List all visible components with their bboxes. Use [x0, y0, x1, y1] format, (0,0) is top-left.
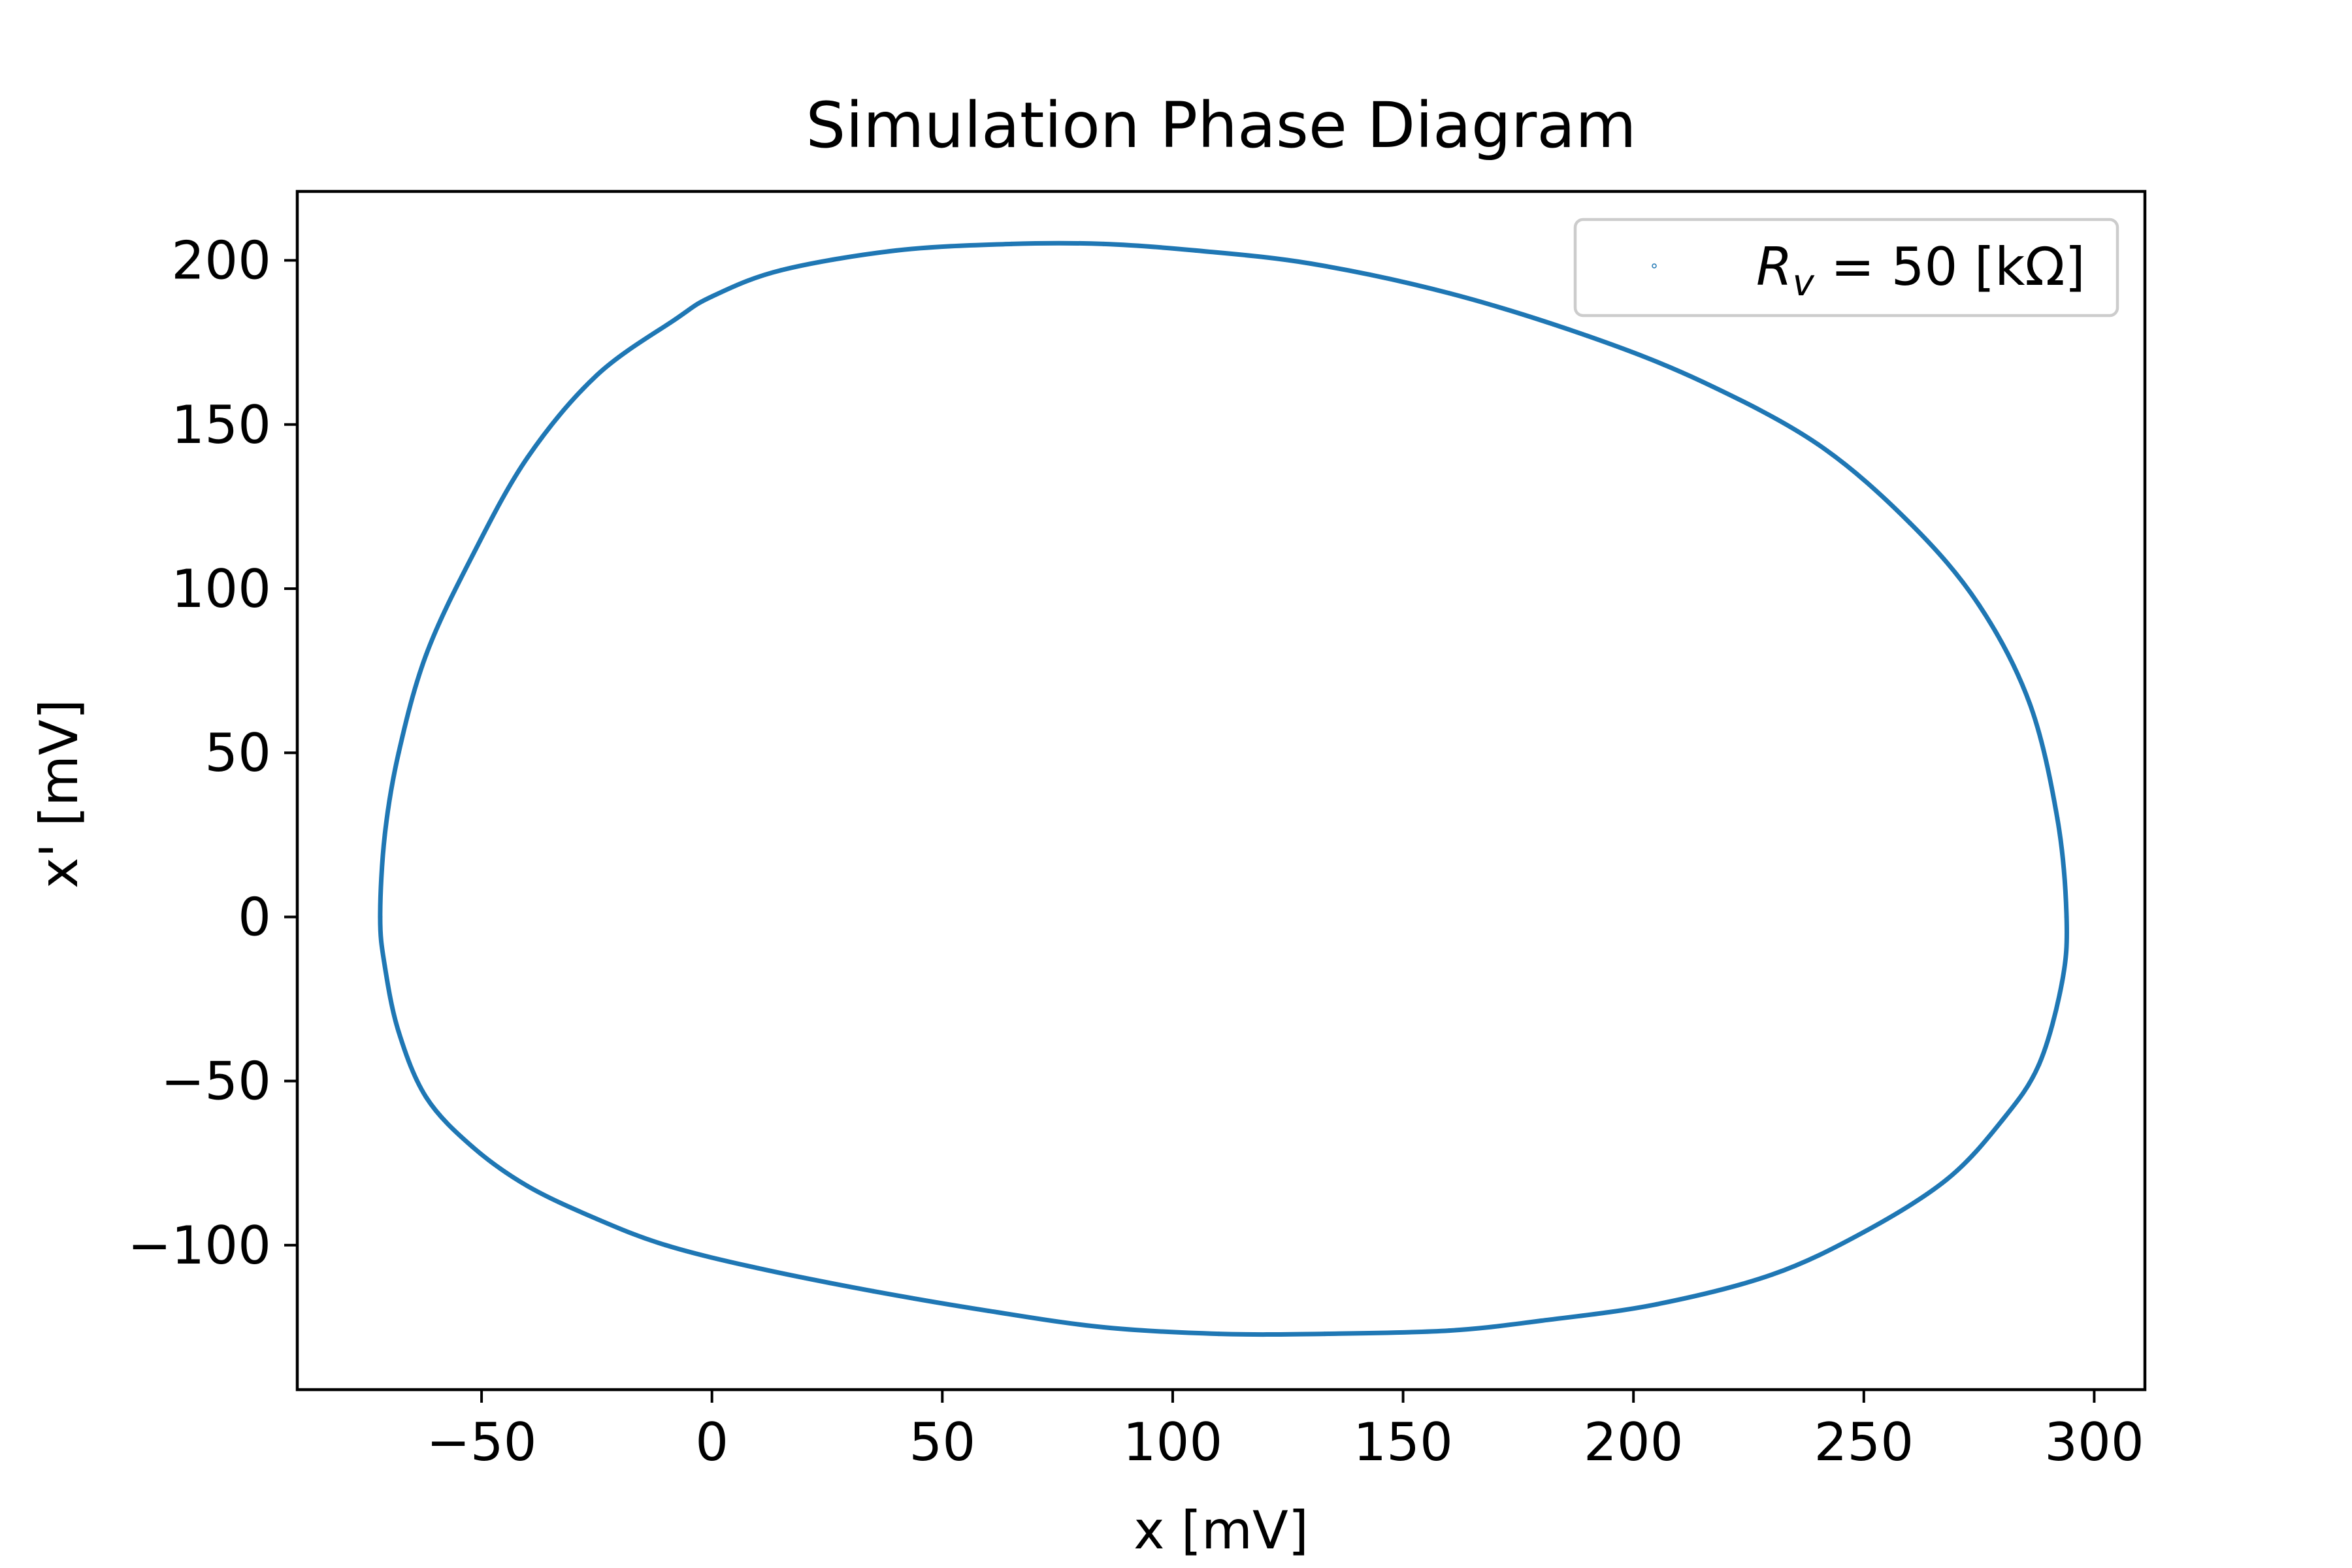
data-point [2055, 816, 2060, 821]
data-point [1217, 1331, 1221, 1337]
data-point [1101, 1325, 1106, 1330]
x-axis-label: x [mV] [1134, 1500, 1309, 1561]
legend-label: Rv = 50 [kΩ] [1756, 237, 2085, 304]
y-axis-label: x' [mV] [29, 699, 90, 889]
data-point [1322, 1331, 1328, 1337]
y-tick-label: 200 [171, 231, 271, 291]
x-axis-ticks: −50 0 50 100 150 200 250 300 [427, 1390, 2144, 1473]
data-point [986, 1308, 991, 1313]
data-point [894, 248, 899, 253]
data-point [1446, 1328, 1452, 1333]
x-tick-label: −50 [427, 1412, 537, 1473]
x-tick-label: 150 [1353, 1412, 1453, 1473]
data-point [525, 1184, 531, 1188]
data-point [1861, 1230, 1867, 1235]
chart-title: Simulation Phase Diagram [806, 89, 1636, 162]
phase-trajectory-series [378, 240, 2069, 1337]
x-tick-label: 250 [1814, 1412, 1914, 1473]
data-point [1815, 442, 1820, 447]
legend-label-symbol: R [1756, 237, 1793, 297]
legend-marker [1652, 263, 1657, 269]
data-point [1907, 521, 1912, 525]
data-point [1539, 1318, 1544, 1323]
y-tick-label: 150 [171, 395, 271, 455]
data-point [1944, 1177, 1950, 1182]
data-point [1009, 241, 1014, 246]
legend-label-subscript: v [1793, 262, 1815, 304]
x-tick-label: 100 [1123, 1412, 1223, 1473]
y-axis-ticks: −100 −50 0 50 100 150 200 [127, 231, 297, 1276]
data-point [470, 553, 475, 559]
data-point [871, 1288, 875, 1294]
data-point [1976, 602, 1982, 608]
data-point [1700, 379, 1705, 384]
data-point [382, 832, 387, 838]
legend: Rv = 50 [kΩ] [1573, 218, 2119, 318]
y-tick-label: −100 [127, 1215, 271, 1276]
data-point [2064, 914, 2069, 919]
data-point [2059, 980, 2065, 985]
data-point [779, 268, 783, 273]
data-point [672, 317, 678, 322]
data-point [710, 294, 715, 299]
data-point [594, 372, 599, 378]
data-point [594, 1217, 599, 1222]
plot-area-frame [295, 189, 2147, 1392]
legend-box [1573, 218, 2119, 318]
x-tick-label: 50 [909, 1412, 975, 1473]
data-point [2027, 701, 2033, 706]
y-tick-label: 0 [238, 887, 271, 947]
data-point [525, 455, 531, 460]
x-tick-label: 300 [2044, 1412, 2144, 1473]
data-point [470, 1144, 475, 1149]
data-point [1585, 333, 1590, 338]
data-point [1769, 1272, 1774, 1277]
data-point [396, 750, 401, 755]
data-point [1101, 241, 1106, 246]
data-point [424, 1095, 429, 1100]
data-point [663, 1243, 668, 1248]
data-point [396, 1029, 401, 1034]
y-tick-label: 100 [171, 559, 271, 619]
data-point [382, 964, 387, 969]
data-point [1309, 261, 1313, 266]
data-point [1654, 1301, 1659, 1307]
y-tick-label: 50 [204, 723, 271, 783]
legend-label-text: = 50 [kΩ] [1814, 237, 2085, 297]
data-point [424, 652, 429, 657]
y-tick-label: −50 [161, 1051, 271, 1112]
series-points [378, 241, 2069, 1337]
data-point [755, 1266, 760, 1271]
data-point [1999, 1118, 2004, 1123]
data-point [2036, 1062, 2042, 1068]
x-tick-label: 0 [695, 1412, 728, 1473]
data-point [1193, 248, 1198, 253]
data-point [1446, 291, 1452, 296]
x-tick-label: 200 [1584, 1412, 1684, 1473]
data-point [378, 914, 383, 919]
